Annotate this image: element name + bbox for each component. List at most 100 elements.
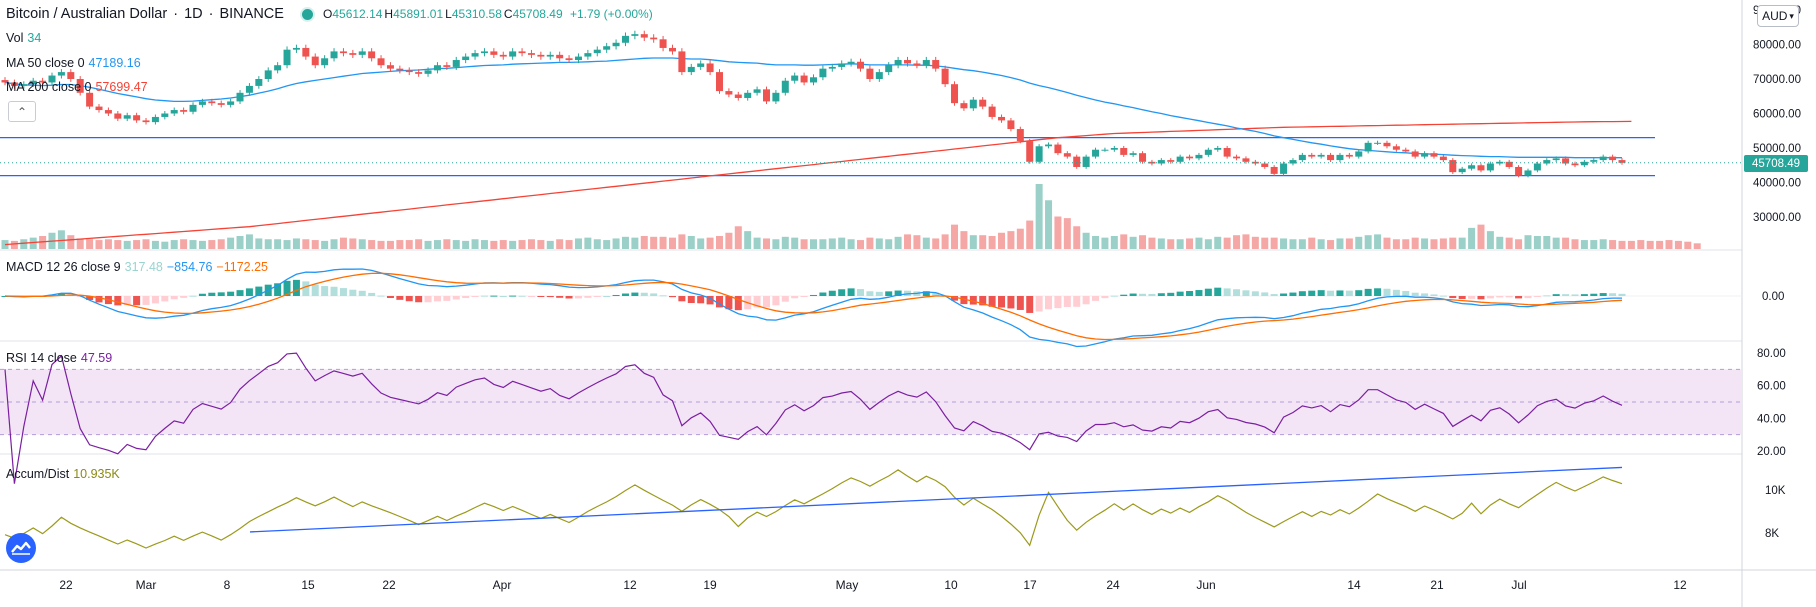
macd-histogram-bar xyxy=(1186,291,1194,296)
macd-histogram-bar xyxy=(584,296,592,298)
volume-bar xyxy=(904,234,912,249)
macd-histogram-bar xyxy=(480,295,488,297)
candle xyxy=(1571,161,1579,168)
volume-bar xyxy=(1129,236,1137,249)
candle xyxy=(697,60,705,70)
candle xyxy=(1345,152,1353,159)
macd-histogram-bar xyxy=(781,296,789,302)
macd-legend[interactable]: MACD 12 26 close 9 317.48 −854.76 −1172.25 xyxy=(6,260,272,274)
market-status-icon[interactable] xyxy=(299,6,315,22)
volume-bar xyxy=(810,239,817,249)
candle xyxy=(584,49,592,60)
candle xyxy=(941,65,949,88)
volume-bar xyxy=(678,234,686,249)
volume-bar xyxy=(1110,236,1118,249)
macd-histogram-bar xyxy=(1533,296,1541,297)
candle xyxy=(922,56,930,69)
chevron-down-icon: ▾ xyxy=(1789,10,1794,21)
candle xyxy=(1618,158,1626,165)
volume-bar xyxy=(1308,237,1316,249)
volume-bar xyxy=(828,238,836,249)
volume-bar xyxy=(1421,238,1429,249)
volume-bar xyxy=(20,239,28,249)
macd-histogram-bar xyxy=(1045,296,1053,310)
volume-bar xyxy=(1618,240,1626,249)
volume-bar xyxy=(1392,239,1400,249)
candle xyxy=(857,58,865,72)
candle xyxy=(480,48,488,57)
macd-histogram-bar xyxy=(1251,291,1259,296)
volume-bar xyxy=(1693,243,1701,249)
candle xyxy=(123,112,131,122)
macd-histogram-bar xyxy=(894,290,902,296)
macd-histogram-bar xyxy=(1505,296,1513,298)
volume-bar xyxy=(274,239,282,249)
volume-bar xyxy=(932,238,940,249)
volume-bar xyxy=(443,239,451,249)
volume-bar xyxy=(302,239,310,249)
rsi-tick-label: 40.00 xyxy=(1757,413,1786,425)
ma200-legend[interactable]: MA 200 close 0 57699.47 xyxy=(6,80,152,94)
ma50-line xyxy=(4,57,1622,159)
tradingview-logo-icon[interactable] xyxy=(6,533,36,563)
macd-histogram-bar xyxy=(687,296,695,304)
low-value: 45310.58 xyxy=(451,7,502,21)
price-tick-label: 40000.00 xyxy=(1753,178,1801,190)
price-tick-label: 30000.00 xyxy=(1753,212,1801,224)
candle xyxy=(1251,159,1259,166)
macd-histogram-bar xyxy=(979,296,987,306)
candle xyxy=(1026,138,1034,164)
symbol-name[interactable]: Bitcoin / Australian Dollar xyxy=(6,6,168,22)
interval-label[interactable]: 1D xyxy=(184,6,203,22)
macd-histogram-bar xyxy=(151,296,159,304)
candle xyxy=(255,76,263,89)
macd-histogram-bar xyxy=(1543,295,1551,297)
collapse-legend-button[interactable]: ⌃ xyxy=(8,101,36,122)
macd-histogram-bar xyxy=(133,296,141,306)
candle xyxy=(180,107,188,115)
candle xyxy=(1552,156,1560,163)
candle xyxy=(998,114,1006,123)
volume-bar xyxy=(114,240,122,249)
vol-legend[interactable]: Vol 34 xyxy=(6,31,45,45)
volume-bar xyxy=(358,239,366,249)
volume-bar xyxy=(781,236,789,249)
volume-bar xyxy=(471,239,479,249)
macd-histogram-bar xyxy=(715,296,723,308)
macd-histogram-bar xyxy=(471,296,479,297)
macd-histogram-bar xyxy=(1195,290,1203,296)
macd-histogram-bar xyxy=(1580,294,1588,296)
candle xyxy=(1289,158,1297,166)
volume-bar xyxy=(1345,238,1353,249)
volume-bar xyxy=(1449,237,1457,249)
rsi-legend[interactable]: RSI 14 close 47.59 xyxy=(6,351,116,365)
close-value: 45708.49 xyxy=(512,7,563,21)
ma50-legend[interactable]: MA 50 close 0 47189.16 xyxy=(6,56,145,70)
volume-bar xyxy=(1251,236,1259,249)
change-value: +1.79 (+0.00%) xyxy=(569,7,653,21)
currency-button[interactable]: AUD ▾ xyxy=(1757,5,1799,27)
volume-bar xyxy=(339,237,347,249)
candle xyxy=(386,62,394,72)
ad-legend[interactable]: Accum/Dist 10.935K xyxy=(6,467,124,481)
candle xyxy=(1,77,9,86)
candle xyxy=(1421,151,1429,159)
macd-histogram-bar xyxy=(1139,293,1147,296)
volume-bar xyxy=(95,240,103,249)
macd-histogram-bar xyxy=(1524,296,1532,299)
macd-histogram-bar xyxy=(1327,290,1335,296)
candle xyxy=(1092,147,1100,159)
candle xyxy=(86,90,94,110)
macd-histogram-bar xyxy=(631,292,639,296)
macd-histogram-bar xyxy=(1477,296,1485,300)
candle xyxy=(499,51,507,60)
macd-histogram-bar xyxy=(1289,292,1297,296)
macd-histogram-bar xyxy=(857,289,865,296)
macd-histogram-bar xyxy=(1242,290,1250,296)
macd-histogram-bar xyxy=(885,291,893,296)
candle xyxy=(349,49,357,59)
volume-bar xyxy=(227,237,235,249)
macd-histogram-bar xyxy=(86,296,94,301)
volume-bar xyxy=(941,234,949,249)
